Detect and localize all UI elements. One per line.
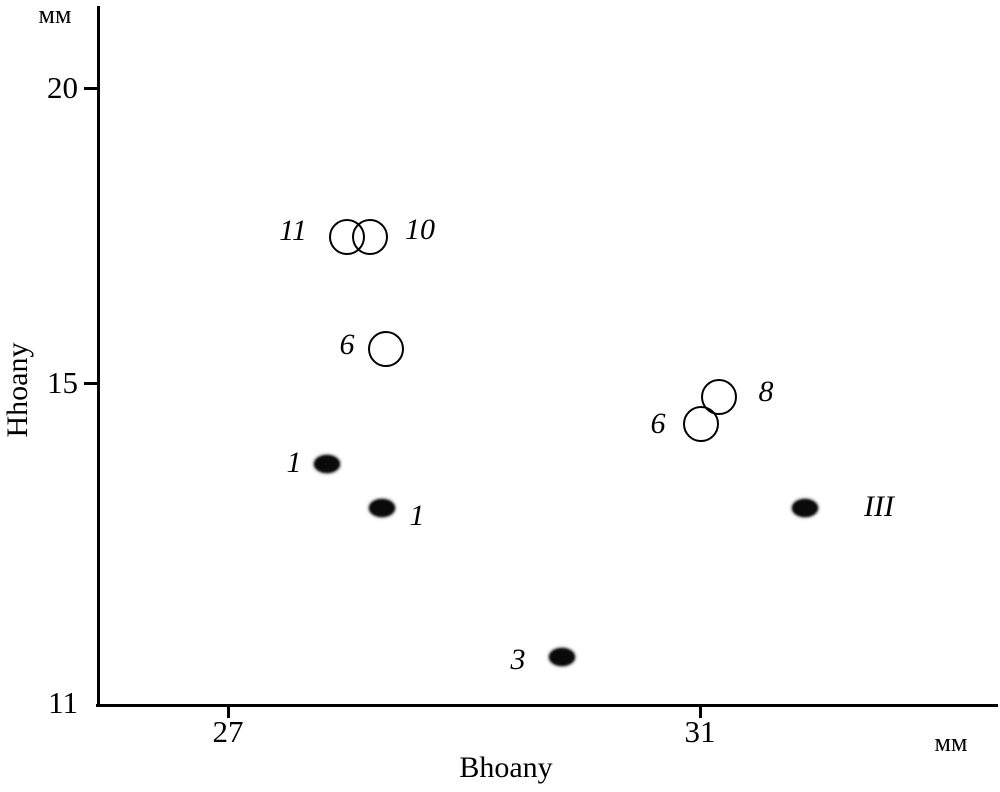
point-label: 8 <box>758 375 774 408</box>
x-axis-title: Bhoany <box>459 751 553 784</box>
x-axis-tick <box>227 705 230 718</box>
y-tick-label: 15 <box>47 365 78 400</box>
point-label: 11 <box>279 214 307 247</box>
point-label: 6 <box>650 407 666 440</box>
x-tick-label: 27 <box>212 714 244 749</box>
open-circle-marker <box>683 406 719 442</box>
y-axis <box>97 6 100 707</box>
y-tick-label: 20 <box>47 70 78 105</box>
y-axis-unit: мм <box>38 0 72 29</box>
x-axis-tick <box>699 705 702 718</box>
x-axis <box>96 704 998 707</box>
point-label: 6 <box>339 328 355 361</box>
point-label: III <box>864 490 894 523</box>
open-circle-marker <box>368 331 404 367</box>
point-label: 1 <box>286 446 302 479</box>
point-label: 1 <box>409 499 425 532</box>
filled-dot-marker <box>549 648 575 666</box>
y-axis-tick <box>84 87 98 90</box>
x-axis-unit: мм <box>934 728 968 757</box>
filled-dot-marker <box>792 499 818 517</box>
y-tick-label: 11 <box>48 685 78 720</box>
filled-dot-marker <box>314 455 340 473</box>
point-label: 10 <box>405 213 435 246</box>
open-circle-marker <box>701 379 737 415</box>
open-circle-marker <box>352 219 388 255</box>
x-tick-label: 31 <box>684 714 716 749</box>
filled-dot-marker <box>369 499 395 517</box>
point-label: 3 <box>510 643 526 676</box>
y-axis-tick <box>84 382 98 385</box>
